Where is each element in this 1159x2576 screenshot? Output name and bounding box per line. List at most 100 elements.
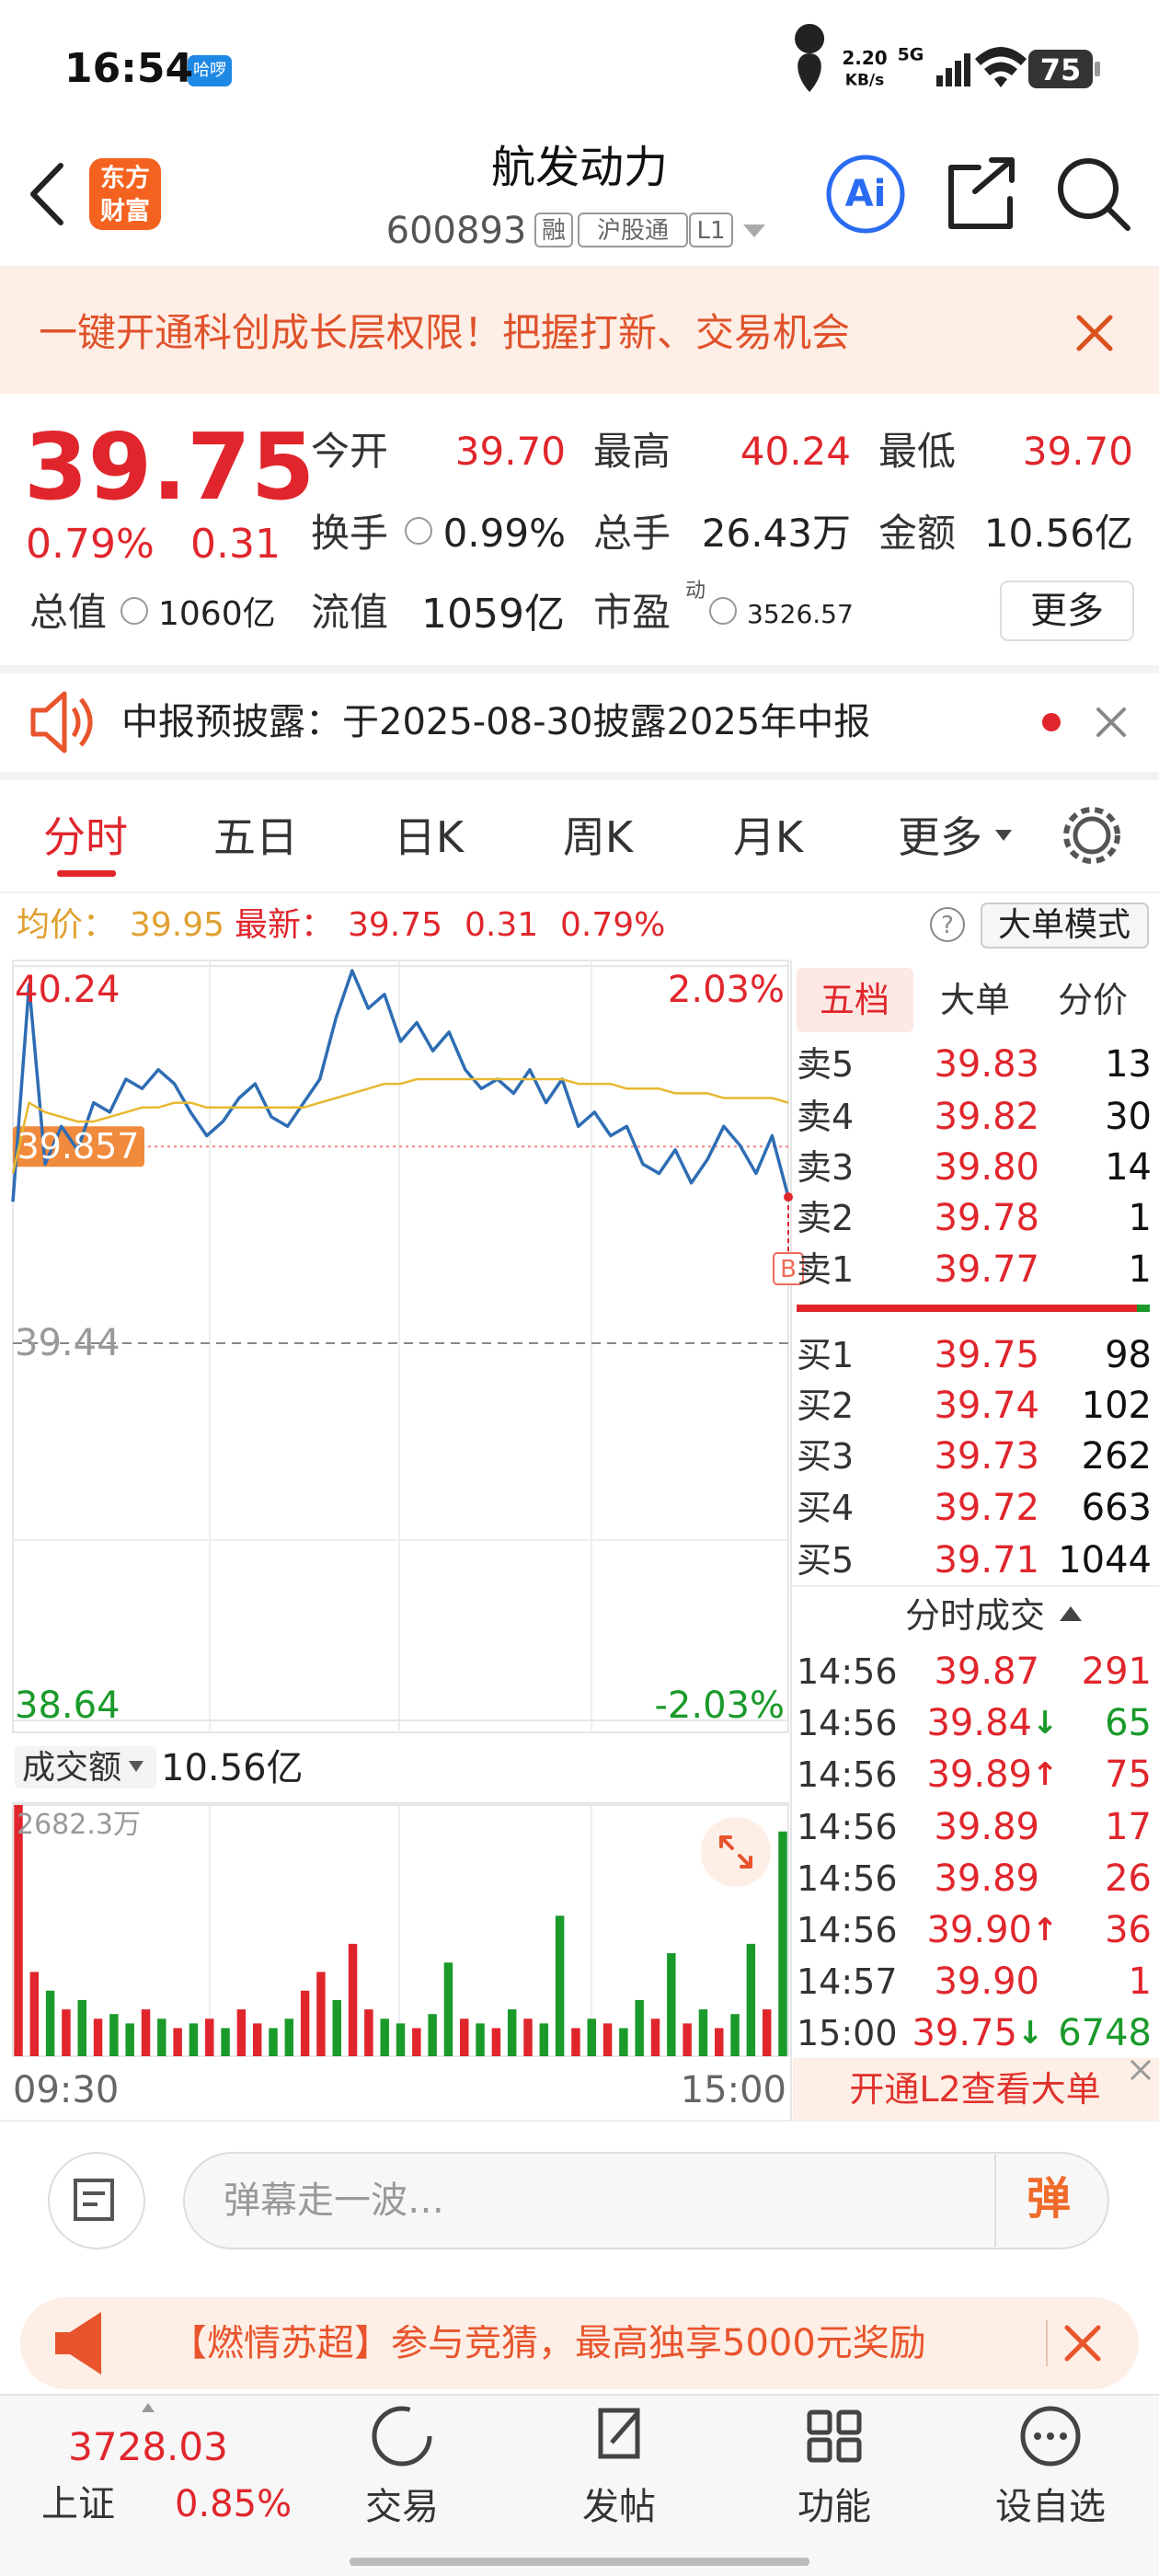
trade-price: 39.90 xyxy=(934,1961,1039,2004)
expand-index[interactable] xyxy=(142,2403,155,2412)
index-pct: 0.85% xyxy=(175,2483,293,2525)
volume-bar xyxy=(316,1972,326,2056)
quote-value: 1059亿 xyxy=(421,591,565,638)
more-button-label[interactable]: 更多 xyxy=(1030,590,1104,632)
nav-item[interactable]: 设自选 xyxy=(995,2486,1106,2528)
expand-button[interactable] xyxy=(701,1817,771,1887)
mode-button[interactable] xyxy=(981,903,1149,949)
info-icon[interactable] xyxy=(709,597,737,625)
danmaku-send[interactable]: 弹 xyxy=(1026,2173,1072,2225)
book-tab[interactable]: 大单 xyxy=(939,980,1011,1020)
x-tick-label: 09:30 xyxy=(13,2069,120,2111)
search-button[interactable] xyxy=(1058,158,1119,219)
signal-icon xyxy=(936,53,970,86)
info-icon[interactable] xyxy=(120,597,148,625)
chart-tab[interactable]: 分时 xyxy=(43,812,128,862)
logo-text: 财富 xyxy=(100,197,150,226)
volume-bar xyxy=(571,2028,580,2056)
volume-selector[interactable] xyxy=(15,1746,156,1788)
back-button[interactable] xyxy=(30,163,63,225)
chart-tab[interactable]: 日K xyxy=(393,812,465,862)
volume-bar xyxy=(476,2023,485,2056)
book-tab[interactable]: 分价 xyxy=(1057,980,1129,1020)
volume-bar xyxy=(507,2009,517,2056)
nav-item[interactable]: 交易 xyxy=(365,2486,439,2528)
book-volume: 102 xyxy=(1081,1385,1152,1427)
post-icon[interactable] xyxy=(598,2408,640,2459)
info-icon[interactable] xyxy=(405,517,432,545)
chart-tab[interactable]: 更多 xyxy=(898,812,982,862)
comment-input[interactable] xyxy=(183,2152,1109,2249)
status-time: 16:54 xyxy=(64,45,194,92)
volume-bar xyxy=(730,2014,740,2056)
dropdown-icon xyxy=(129,1761,143,1772)
avg-label: 均价： xyxy=(17,906,117,944)
dropdown-icon[interactable] xyxy=(995,830,1012,841)
close-banner[interactable] xyxy=(1076,315,1113,351)
features-icon[interactable] xyxy=(807,2409,862,2463)
volume-bar xyxy=(412,2028,421,2056)
book-price: 39.82 xyxy=(934,1096,1039,1138)
l2-button-bg[interactable] xyxy=(793,2058,1159,2121)
ai-label[interactable]: Ai xyxy=(844,173,887,215)
index-value[interactable]: 3728.03 xyxy=(68,2424,228,2469)
volume-bar xyxy=(62,2009,71,2056)
y-tick-label: 40.24 xyxy=(15,969,120,1011)
more-button[interactable] xyxy=(1000,581,1134,641)
l2-button-label[interactable]: 开通L2查看大单 xyxy=(849,2069,1101,2110)
volume-total: 10.56亿 xyxy=(161,1747,304,1789)
book-balance-bar-end xyxy=(1137,1305,1150,1312)
chart-tab[interactable]: 五日 xyxy=(213,812,298,862)
volume-bar xyxy=(77,1999,86,2056)
quote-label: 最低 xyxy=(878,429,957,474)
volume-bar xyxy=(141,2009,151,2056)
close-promo[interactable] xyxy=(1064,2325,1101,2362)
sort-icon[interactable] xyxy=(1060,1606,1082,1621)
notice-text[interactable]: 中报预披露：于2025-08-30披露2025年中报 xyxy=(121,701,871,743)
trade-time: 14:56 xyxy=(797,1910,898,1950)
help-icon[interactable] xyxy=(930,907,965,942)
volume-bar xyxy=(45,1990,55,2056)
book-tab[interactable]: 五档 xyxy=(819,980,890,1020)
volume-bar xyxy=(252,2023,262,2056)
settings-button[interactable] xyxy=(1073,816,1111,855)
book-price: 39.73 xyxy=(934,1435,1039,1478)
trade-icon[interactable] xyxy=(372,2406,432,2467)
volume-bar xyxy=(778,1831,787,2056)
y2-tick-label: 2.03% xyxy=(667,969,785,1011)
trades-title[interactable]: 分时成交 xyxy=(904,1595,1046,1636)
nav-item[interactable]: 功能 xyxy=(798,2486,871,2528)
app-badge: 哈啰 xyxy=(193,61,226,80)
volume-bar xyxy=(443,1962,453,2056)
nav-item[interactable]: 发帖 xyxy=(582,2486,656,2528)
volume-bar xyxy=(762,2009,772,2056)
volume-bar xyxy=(157,2018,166,2056)
promo-bg[interactable] xyxy=(20,2297,1139,2389)
comment-placeholder[interactable]: 弹幕走一波… xyxy=(224,2179,444,2222)
volume-label[interactable]: 成交额 xyxy=(22,1749,122,1787)
danmaku-toggle[interactable] xyxy=(48,2152,145,2249)
promo-text[interactable]: 【燃情苏超】参与竞猜，最高独享5000元奖励 xyxy=(170,2325,926,2362)
home-indicator xyxy=(350,2558,809,2566)
banner-text[interactable]: 一键开通科创成长层权限！把握打新、交易机会 xyxy=(39,310,851,355)
chart-tab[interactable]: 周K xyxy=(562,812,634,862)
price-plot-frame xyxy=(12,960,789,1733)
tab-underline xyxy=(57,870,116,877)
volume-bar xyxy=(284,2018,294,2056)
close-l2[interactable] xyxy=(1130,2059,1152,2081)
close-notice[interactable] xyxy=(1096,707,1126,737)
watchlist-icon[interactable] xyxy=(1020,2406,1081,2467)
share-button[interactable] xyxy=(948,157,1015,229)
ai-button[interactable] xyxy=(826,155,905,234)
trade-price: 39.89 xyxy=(934,1805,1039,1848)
logo-text: 东方 xyxy=(100,164,150,193)
mode-label[interactable]: 大单模式 xyxy=(997,906,1131,944)
dropdown-icon[interactable] xyxy=(743,224,765,237)
volume-bar xyxy=(619,2028,628,2056)
quote-label: 总值 xyxy=(29,590,108,635)
price-line xyxy=(11,969,790,1202)
help-label[interactable]: ? xyxy=(941,912,954,939)
chart-tab[interactable]: 月K xyxy=(732,812,804,862)
average-line xyxy=(11,1077,789,1174)
